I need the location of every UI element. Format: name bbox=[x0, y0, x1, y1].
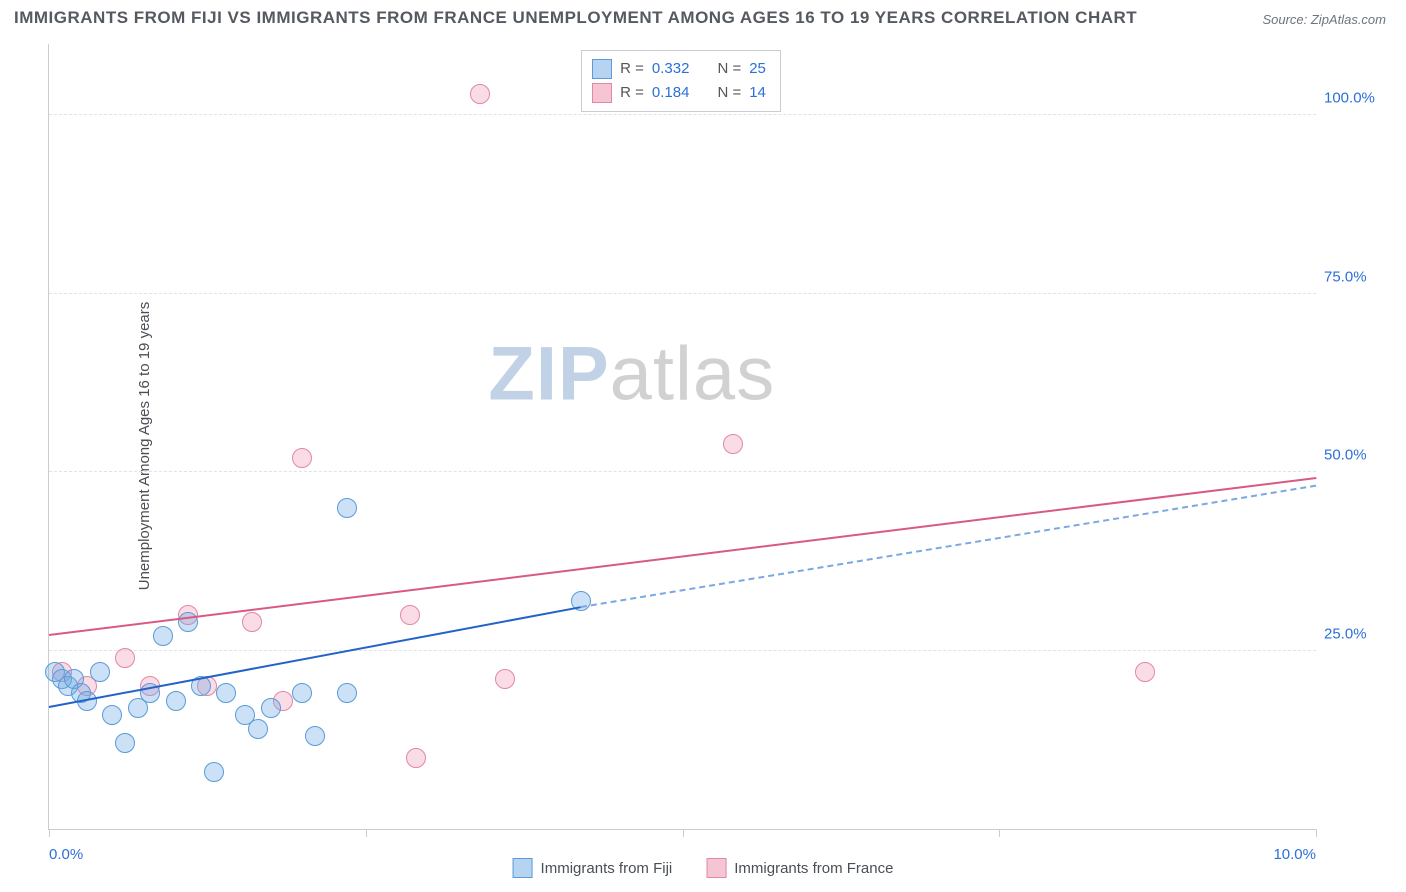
watermark-atlas: atlas bbox=[610, 331, 776, 416]
data-point bbox=[216, 683, 236, 703]
data-point bbox=[166, 691, 186, 711]
data-point bbox=[1135, 662, 1155, 682]
n-value: 14 bbox=[749, 81, 766, 105]
x-tick-label: 10.0% bbox=[1273, 846, 1316, 863]
legend-swatch bbox=[513, 858, 533, 878]
data-point bbox=[102, 705, 122, 725]
data-point bbox=[337, 683, 357, 703]
source-name: ZipAtlas.com bbox=[1311, 12, 1386, 27]
data-point bbox=[723, 434, 743, 454]
correlation-legend: R = 0.332 N = 25 R = 0.184 N = 14 bbox=[581, 50, 781, 112]
x-tick-label: 0.0% bbox=[49, 846, 83, 863]
data-point bbox=[400, 605, 420, 625]
n-label: N = bbox=[717, 81, 741, 105]
legend-swatch bbox=[592, 83, 612, 103]
data-point bbox=[248, 719, 268, 739]
series-legend: Immigrants from Fiji Immigrants from Fran… bbox=[513, 858, 894, 878]
data-point bbox=[153, 626, 173, 646]
data-point bbox=[90, 662, 110, 682]
data-point bbox=[115, 733, 135, 753]
legend-label: Immigrants from France bbox=[734, 860, 893, 877]
legend-swatch bbox=[706, 858, 726, 878]
data-point bbox=[292, 448, 312, 468]
gridline bbox=[49, 293, 1316, 294]
n-value: 25 bbox=[749, 57, 766, 81]
trend-line bbox=[581, 484, 1316, 607]
n-label: N = bbox=[717, 57, 741, 81]
legend-swatch bbox=[592, 59, 612, 79]
legend-label: Immigrants from Fiji bbox=[541, 860, 673, 877]
y-tick-label: 100.0% bbox=[1324, 90, 1394, 107]
data-point bbox=[337, 498, 357, 518]
watermark: ZIPatlas bbox=[488, 330, 775, 417]
legend-row: R = 0.332 N = 25 bbox=[592, 57, 766, 81]
x-tick bbox=[999, 829, 1000, 837]
data-point bbox=[242, 612, 262, 632]
data-point bbox=[305, 726, 325, 746]
y-tick-label: 75.0% bbox=[1324, 268, 1394, 285]
x-tick bbox=[1316, 829, 1317, 837]
plot-area: ZIPatlas R =0.332N =25R =0.184N =14 25.0… bbox=[48, 44, 1316, 830]
data-point bbox=[261, 698, 281, 718]
data-point bbox=[495, 669, 515, 689]
data-point bbox=[204, 762, 224, 782]
source-label: Source: bbox=[1262, 12, 1310, 27]
r-value: 0.332 bbox=[652, 57, 690, 81]
x-tick bbox=[683, 829, 684, 837]
y-tick-label: 50.0% bbox=[1324, 447, 1394, 464]
legend-item: Immigrants from France bbox=[706, 858, 893, 878]
x-tick bbox=[49, 829, 50, 837]
gridline bbox=[49, 471, 1316, 472]
source-attribution: Source: ZipAtlas.com bbox=[1262, 12, 1386, 27]
data-point bbox=[292, 683, 312, 703]
data-point bbox=[115, 648, 135, 668]
legend-item: Immigrants from Fiji bbox=[513, 858, 673, 878]
legend-row: R = 0.184 N = 14 bbox=[592, 81, 766, 105]
watermark-zip: ZIP bbox=[488, 331, 609, 416]
r-label: R = bbox=[620, 57, 644, 81]
chart-title: IMMIGRANTS FROM FIJI VS IMMIGRANTS FROM … bbox=[14, 8, 1137, 28]
y-tick-label: 25.0% bbox=[1324, 625, 1394, 642]
gridline bbox=[49, 650, 1316, 651]
r-value: 0.184 bbox=[652, 81, 690, 105]
r-label: R = bbox=[620, 81, 644, 105]
x-tick bbox=[366, 829, 367, 837]
trend-line bbox=[49, 477, 1316, 636]
data-point bbox=[406, 748, 426, 768]
data-point bbox=[470, 84, 490, 104]
gridline bbox=[49, 114, 1316, 115]
